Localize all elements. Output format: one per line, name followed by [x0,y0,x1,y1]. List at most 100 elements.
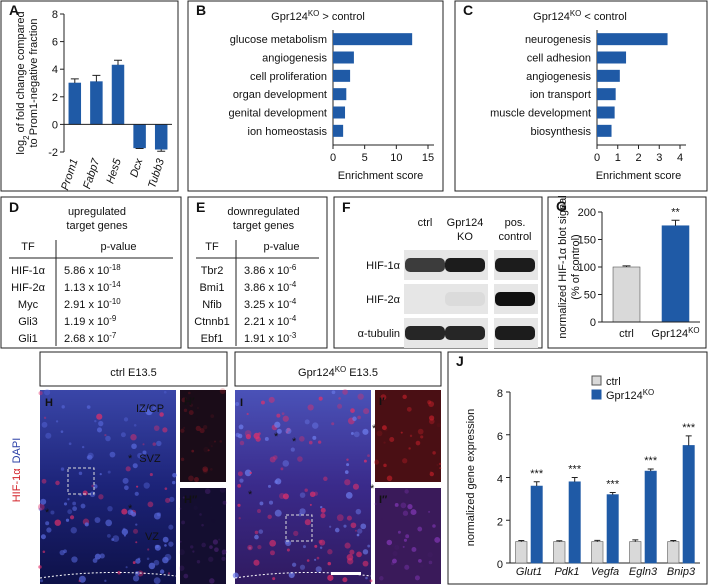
micrograph-speckle [135,541,138,544]
micrograph-speckle [357,393,364,400]
table-cell-part: 3.86 x 10 [244,265,289,277]
table-header: TF [205,241,219,253]
inset-speckle [374,502,377,506]
legend-label-part: Gpr124 [606,390,643,402]
micrograph-title-part: ctrl E13.5 [110,367,156,379]
inset [180,488,226,584]
micrograph-speckle [274,509,282,517]
inset-box [285,514,313,542]
micrograph-speckle [135,523,138,526]
micrograph-title: ctrl E13.5 [110,367,156,379]
error-bar [671,219,680,226]
micrograph-speckle [268,396,275,403]
micrograph-speckle [267,514,272,520]
inset-speckle [183,408,188,413]
inset-speckle [212,539,219,545]
inset-speckle [209,578,215,584]
micrograph-speckle [40,579,44,583]
blot-band [445,326,485,340]
micrograph-speckle [134,571,140,576]
micrograph-speckle [132,561,136,565]
micrograph-speckle [357,415,361,420]
table-cell: 3.86 x 10-4 [244,280,297,295]
row-label: HIF-1α [366,260,401,272]
inset-speckle [196,560,201,564]
micrograph-speckle [247,544,253,551]
panel-letter: C [463,2,473,18]
chart-title-part: Gpr124 [533,11,570,23]
micrograph-speckle [162,556,169,564]
micrograph-speckle [168,541,174,547]
micrograph-speckle [239,440,245,446]
micrograph-speckle [149,473,153,477]
micrograph-speckle [280,467,284,471]
x-tick-label: Egln3 [629,566,658,578]
inset-speckle [209,545,213,549]
micrograph [40,390,176,584]
micrograph-speckle [346,553,354,561]
inset-speckle [376,430,383,437]
micrograph-title-part: KO [335,365,346,374]
y-tick-label: ion homeostasis [248,126,328,138]
micrograph-speckle [164,487,168,490]
micrograph-speckle [282,493,289,500]
inset [180,390,226,482]
error-bar [647,468,654,472]
inset-speckle [389,437,395,443]
micrograph-speckle [269,550,275,556]
annotation: *** [568,464,582,476]
x-tick-label: Bnip3 [667,566,696,578]
micrograph-speckle [246,412,249,416]
panel-frame [187,0,444,192]
inset-speckle [204,488,211,495]
micrograph-speckle [107,470,111,474]
table-cell: 1.19 x 10-9 [64,314,117,329]
table-title: target genes [233,220,295,232]
micrograph-speckle [55,480,60,486]
inset-speckle [219,388,226,394]
micrograph-speckle [55,420,59,423]
micrograph-speckle [319,546,323,549]
micrograph-title-part: Gpr124 [298,367,335,379]
micrograph-speckle [291,562,297,567]
inset-speckle [181,397,187,403]
y-axis-label: to Prom1-negative fraction [28,18,40,147]
micrograph-speckle [285,427,292,434]
bar [591,541,604,564]
inset-speckle [191,449,195,453]
lane-label: control [498,231,531,243]
micrograph-speckle [237,484,242,488]
table-cell: Ebf1 [201,333,224,345]
inset-label: H′ [184,396,195,408]
inset-speckle [181,520,186,525]
table-cell-part: 1.13 x 10 [64,282,109,294]
inset-speckle [196,406,199,410]
bar [597,69,620,82]
inset-speckle [184,397,187,400]
inset-speckle [394,544,400,550]
micrograph-speckle [249,471,252,475]
inset-speckle [428,510,431,513]
table-title: target genes [66,220,128,232]
inset-speckle [207,449,210,452]
micrograph-speckle [367,544,371,548]
inset-speckle [203,446,209,453]
inset-speckle [428,401,435,408]
micrograph-speckle [146,557,150,561]
x-tick-label-part: KO [688,326,699,335]
table-cell: Bmi1 [199,282,224,294]
micrograph-speckle [362,549,369,555]
inset-speckle [436,423,441,428]
micrograph-speckle [130,510,134,514]
micrograph-speckle [273,455,278,460]
micrograph-speckle [365,576,368,580]
chart-title-part: < control [581,11,627,23]
micrograph-speckle [38,391,43,396]
error-bar [632,539,639,542]
table-cell-part: -4 [289,280,297,289]
micrograph-speckle [67,498,70,501]
inset-label: I″ [379,494,388,506]
panel-frame [0,196,182,349]
inset-speckle [190,545,194,549]
x-tick-label: Vegfa [591,566,619,578]
